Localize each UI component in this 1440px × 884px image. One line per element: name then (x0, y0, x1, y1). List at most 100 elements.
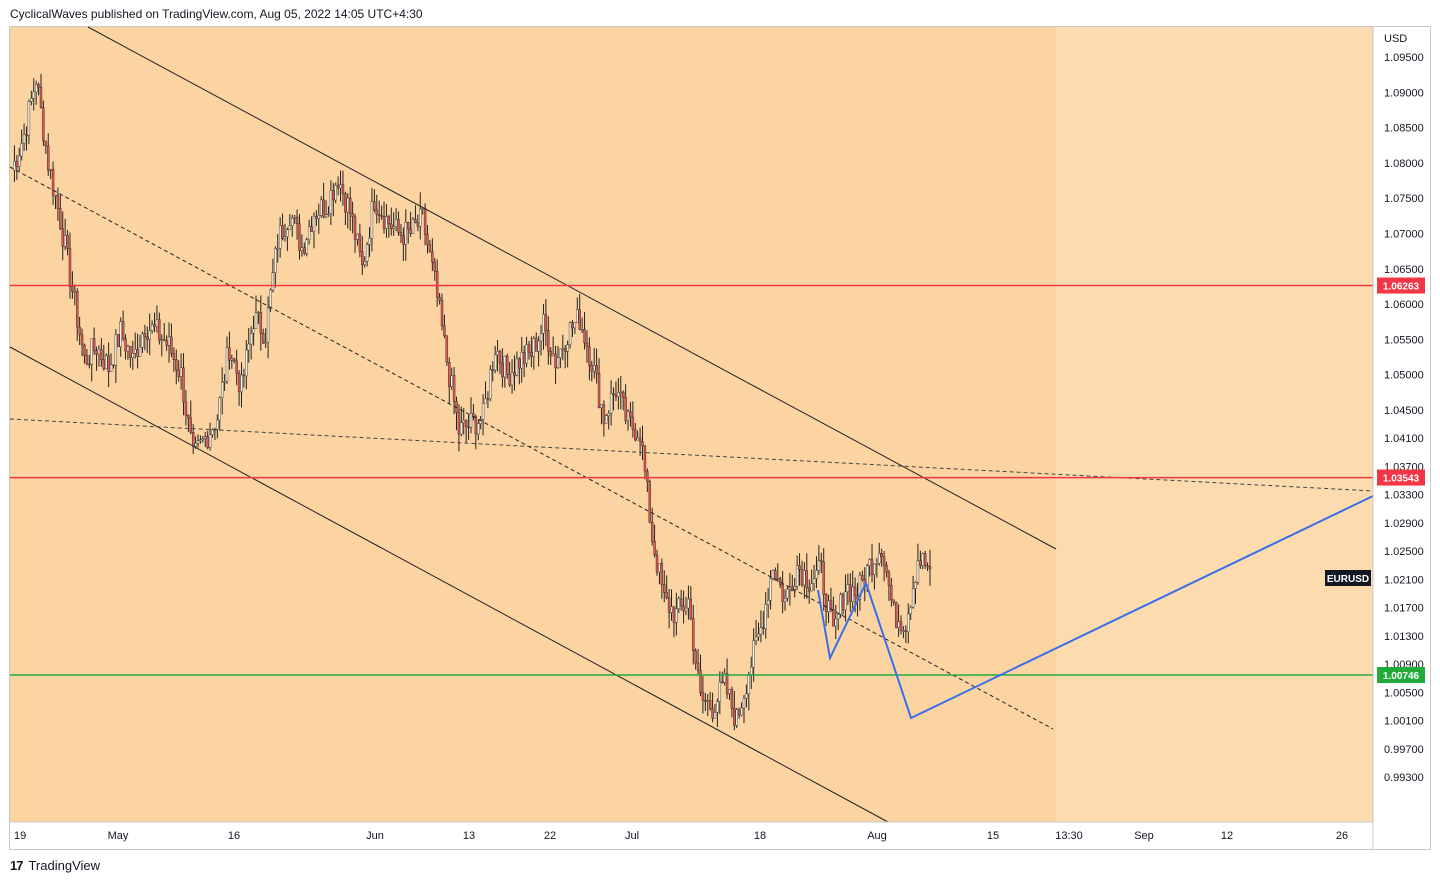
candle-body (47, 145, 50, 171)
candle-body (394, 219, 398, 227)
candle-body (247, 343, 250, 351)
chart-frame (9, 26, 1431, 850)
price-tick-label: 1.01700 (1384, 603, 1424, 615)
candle-body (522, 352, 526, 364)
candle-body (820, 560, 823, 563)
candle-body (37, 84, 40, 88)
price-tick-label: 1.00500 (1384, 687, 1424, 699)
price-tick-label: 1.04500 (1384, 405, 1424, 417)
candle-body (13, 160, 16, 171)
candle-body (636, 437, 639, 441)
candle-body (745, 693, 748, 699)
candle-body (27, 101, 31, 136)
candle-body (564, 348, 567, 352)
candle-body (624, 397, 627, 421)
time-tick-label: 13 (463, 830, 475, 842)
candle-body (648, 481, 651, 523)
candle-body (365, 244, 369, 262)
candle-body (179, 367, 183, 377)
candle-body (861, 575, 864, 580)
candle-body (317, 215, 321, 219)
candle-body (397, 219, 400, 233)
channel-midline[interactable] (9, 166, 1054, 730)
tradingview-footer[interactable]: 17 TradingView (10, 858, 100, 873)
candle-body (423, 208, 427, 235)
price-tick-label: 1.02500 (1384, 546, 1424, 558)
candle-body (61, 228, 64, 247)
candle-body (162, 339, 166, 342)
candle-body (829, 600, 833, 610)
candle-body (312, 216, 316, 232)
candle-body (875, 563, 879, 565)
candle-body (363, 261, 366, 266)
price-tick-label: 1.07500 (1384, 193, 1424, 205)
candle-body (822, 561, 825, 595)
candle-body (148, 330, 151, 340)
candle-body (525, 344, 528, 364)
candle-body (713, 712, 717, 719)
candle-body (237, 373, 241, 393)
candle-body (515, 358, 519, 376)
candle-body (518, 358, 521, 369)
projection-path[interactable] (817, 495, 1374, 720)
candle-body (800, 569, 804, 586)
candle-body (428, 244, 432, 252)
candle-body (561, 348, 564, 350)
candle-body (462, 420, 465, 423)
candle-body (602, 404, 606, 424)
candle-body (435, 271, 439, 298)
candle-body (291, 218, 294, 227)
candle-body (59, 208, 62, 229)
candle-body (530, 351, 533, 357)
candle-body (484, 398, 487, 404)
candle-body (124, 338, 127, 352)
candle-body (443, 325, 446, 336)
candle-body (544, 313, 548, 331)
candle-body (83, 344, 86, 356)
candle-body (73, 291, 77, 293)
candle-body (240, 374, 243, 393)
candle-body (858, 575, 862, 600)
candle-body (474, 416, 478, 435)
candle-body (706, 700, 709, 702)
time-tick-label: Jul (625, 830, 639, 842)
channel-lower-line[interactable] (9, 346, 889, 823)
price-level-tags: 1.06263 1.03543 1.00746 (1377, 277, 1425, 684)
level-tag-text: 1.06263 (1383, 282, 1420, 293)
candle-body (846, 584, 850, 593)
price-tick-label: 1.01300 (1384, 631, 1424, 643)
candle-body (882, 556, 886, 566)
candle-body (211, 429, 214, 435)
dashed-trendline[interactable] (9, 418, 1374, 492)
candle-body (868, 559, 871, 567)
channel-upper-line[interactable] (87, 26, 1057, 550)
candle-body (766, 600, 770, 605)
price-tick-label: 1.08000 (1384, 158, 1424, 170)
candle-body (737, 709, 741, 716)
candle-body (493, 354, 497, 371)
candle-body (815, 570, 818, 579)
candle-body (414, 218, 417, 224)
candle-body (249, 333, 253, 345)
symbol-tag-text: EURUSD (1327, 574, 1369, 585)
candle-body (585, 342, 589, 347)
candle-body (431, 251, 434, 263)
candle-body (646, 470, 649, 482)
candle-body (225, 347, 229, 382)
candle-body (257, 312, 260, 314)
candle-body (274, 248, 277, 273)
candle-body (921, 553, 924, 566)
candle-body (392, 226, 395, 229)
candle-body (631, 416, 635, 430)
candle-body (508, 374, 511, 386)
candle-body (92, 338, 96, 352)
candle-body (590, 365, 593, 372)
candle-body (452, 375, 456, 402)
candle-body (375, 209, 378, 215)
candle-body (409, 228, 412, 234)
candle-body (902, 630, 905, 632)
candle-body (315, 216, 318, 219)
candle-body (399, 232, 403, 236)
candle-body (49, 169, 52, 171)
